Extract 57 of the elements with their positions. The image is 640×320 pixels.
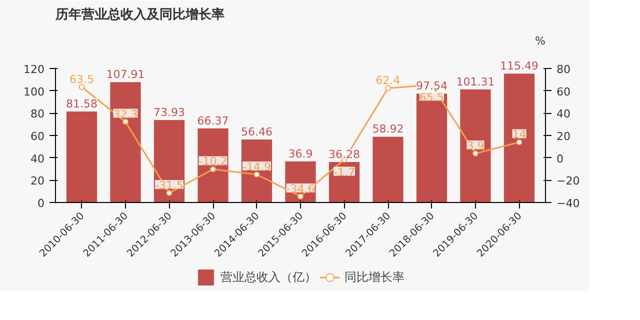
data-label: 65.5: [420, 90, 444, 104]
point: [472, 150, 478, 156]
bar: [66, 111, 98, 202]
data-label: 73.93: [154, 106, 186, 119]
y-tick-label: 40: [30, 152, 45, 166]
bar: [416, 94, 448, 202]
y-tick-label: 0: [38, 197, 44, 210]
point: [78, 84, 85, 90]
y2-tick-label: 0: [556, 152, 564, 166]
data-label: 62.4: [376, 74, 400, 88]
y-tick-label: 80: [30, 108, 45, 121]
y2-tick-label: 20: [556, 130, 570, 144]
bar: [198, 128, 228, 202]
data-label: 101.31: [456, 75, 495, 88]
data-label: -14.9: [242, 160, 271, 174]
data-label: 36.9: [288, 147, 313, 160]
y-tick-label: 120: [24, 63, 45, 76]
point: [298, 193, 304, 200]
data-label: -31.5: [155, 179, 184, 192]
data-label: 66.37: [197, 114, 229, 128]
y2-tick-label: 80: [556, 63, 570, 76]
bar: [154, 120, 185, 202]
chart-title: 历年营业总收入及同比增长率: [54, 6, 224, 22]
legend-label: 同比增长率: [344, 268, 404, 286]
point: [122, 118, 128, 125]
data-label: -34.6: [286, 182, 315, 196]
legend-label: 营业总收入（亿）: [220, 268, 316, 286]
bar: [460, 89, 491, 202]
y2-tick-label: −20: [556, 174, 580, 188]
bar: [372, 136, 404, 202]
point: [385, 85, 391, 92]
bar: [504, 74, 535, 202]
data-label: 63.5: [70, 72, 94, 86]
data-label: -1.7: [334, 166, 355, 179]
y2-tick-label: −40: [556, 197, 580, 210]
data-label: 115.49: [500, 60, 539, 73]
y-tick-label: 20: [30, 174, 45, 188]
data-label: 14: [512, 128, 526, 142]
data-label: 58.92: [372, 122, 404, 136]
data-label: 56.46: [241, 125, 273, 138]
point: [210, 166, 216, 172]
y2-axis-title: %: [535, 34, 546, 48]
data-label: 107.91: [106, 68, 145, 82]
y2-tick-label: 40: [556, 108, 570, 121]
data-label: 81.58: [66, 97, 98, 110]
bar: [110, 82, 141, 202]
data-label: 3.9: [466, 140, 484, 153]
data-label: 32.3: [113, 108, 138, 121]
point: [166, 190, 172, 196]
y-tick-label: 60: [30, 130, 45, 144]
data-label: 97.54: [416, 80, 448, 93]
y2-tick-label: 60: [556, 85, 570, 98]
y-tick-label: 100: [24, 85, 45, 98]
data-label: -10.2: [198, 155, 228, 168]
point: [516, 139, 522, 146]
point: [254, 171, 260, 178]
data-label: 36.28: [328, 148, 360, 162]
